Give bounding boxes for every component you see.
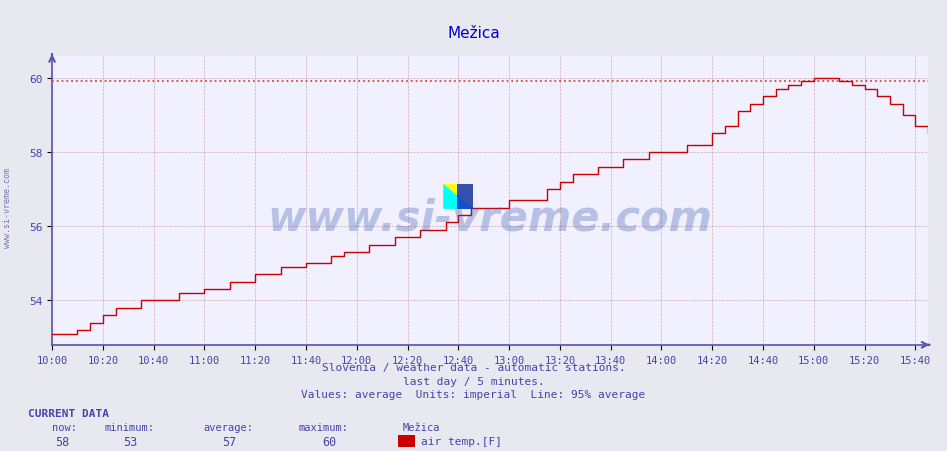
Text: Values: average  Units: imperial  Line: 95% average: Values: average Units: imperial Line: 95… <box>301 390 646 400</box>
Text: now:: now: <box>52 422 77 432</box>
Text: last day / 5 minutes.: last day / 5 minutes. <box>402 376 545 386</box>
Text: 57: 57 <box>223 435 237 447</box>
Text: maximum:: maximum: <box>298 422 348 432</box>
Polygon shape <box>443 184 474 209</box>
Text: 58: 58 <box>55 435 69 447</box>
Text: average:: average: <box>204 422 254 432</box>
Text: CURRENT DATA: CURRENT DATA <box>28 408 110 418</box>
Text: minimum:: minimum: <box>104 422 154 432</box>
Text: 60: 60 <box>322 435 336 447</box>
Text: 53: 53 <box>123 435 137 447</box>
Polygon shape <box>456 184 474 209</box>
Text: Slovenia / weather data - automatic stations.: Slovenia / weather data - automatic stat… <box>322 363 625 373</box>
Polygon shape <box>443 184 474 209</box>
Text: Mežica: Mežica <box>447 26 500 41</box>
Text: www.si-vreme.com: www.si-vreme.com <box>3 168 12 247</box>
Text: Mežica: Mežica <box>402 422 440 432</box>
Text: air temp.[F]: air temp.[F] <box>421 436 503 446</box>
Text: www.si-vreme.com: www.si-vreme.com <box>268 197 712 239</box>
